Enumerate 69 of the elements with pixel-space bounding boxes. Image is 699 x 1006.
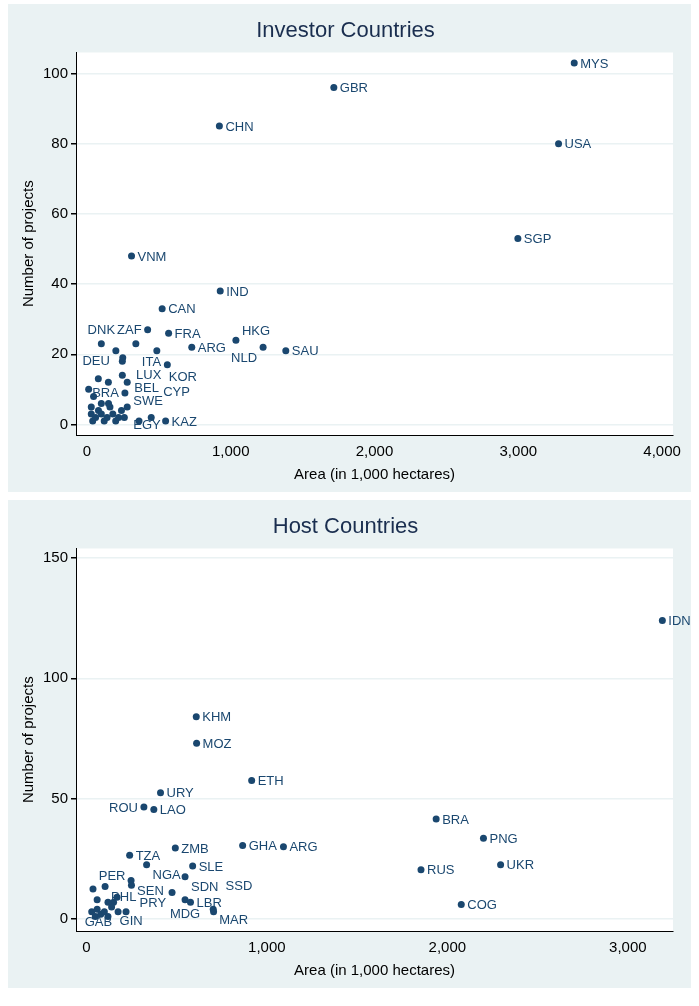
annotation: CYP — [163, 384, 190, 400]
annotation: URY — [166, 785, 195, 801]
annotation: NGA — [152, 867, 182, 883]
annotation: TZA — [135, 847, 161, 863]
y-tick-label: 80 — [51, 133, 69, 151]
annotation: MOZ — [202, 735, 232, 751]
annotation: GIN — [119, 912, 143, 928]
x-tick-label: 0 — [82, 442, 92, 460]
y-axis-title: Number of projects — [19, 676, 37, 804]
annotation: SDN — [191, 879, 219, 895]
annotation: GHA — [248, 838, 278, 854]
x-tick-label: 2,000 — [355, 442, 394, 460]
annotation: NLD — [231, 349, 258, 365]
x-tick-label: 1,000 — [248, 938, 286, 956]
annotation: SWE — [133, 392, 164, 408]
x-tick-label: 0 — [82, 938, 91, 956]
annotation: LAO — [159, 802, 186, 818]
annotation: SAU — [291, 343, 319, 359]
y-tick-label: 0 — [59, 909, 69, 927]
annotation: HKG — [241, 322, 271, 338]
annotation: CHN — [225, 118, 254, 134]
x-axis-title: Area (in 1,000 hectares) — [294, 465, 455, 483]
annotation: ROU — [109, 799, 138, 815]
x-tick-label: 1,000 — [211, 442, 250, 460]
annotation: ETH — [257, 773, 284, 789]
x-tick-label: 4,000 — [643, 442, 681, 460]
annotation: RUS — [427, 862, 455, 878]
annotation: USA — [564, 136, 592, 152]
x-tick-label: 3,000 — [499, 442, 538, 460]
annotation: ARG — [289, 839, 318, 855]
annotation: KAZ — [171, 413, 197, 429]
annotation: VNM — [137, 248, 167, 264]
annotation: UKR — [506, 857, 535, 873]
annotation: COG — [467, 897, 497, 913]
annotation: SGP — [523, 231, 552, 247]
annotation: PNG — [489, 830, 518, 846]
annotation: FRA — [174, 325, 201, 341]
y-tick-label: 150 — [43, 548, 69, 566]
y-axis-title: Number of projects — [19, 180, 37, 308]
annotation: CAN — [168, 301, 196, 317]
annotation: SSD — [225, 878, 253, 894]
annotation: KOR — [168, 369, 197, 385]
annotation: ARG — [197, 339, 226, 355]
annotation: MAR — [219, 911, 249, 927]
y-tick-label: 20 — [51, 344, 69, 362]
annotation: KHM — [202, 709, 232, 725]
y-tick-label: 0 — [59, 414, 69, 432]
chart-title: Host Countries — [272, 513, 419, 539]
annotation: IND — [226, 283, 249, 299]
annotation: ZMB — [181, 840, 209, 856]
annotation: PER — [98, 867, 126, 883]
chart-title: Investor Countries — [256, 17, 435, 43]
annotation: BRA — [442, 811, 470, 827]
annotation: IDN — [668, 613, 691, 629]
y-tick-label: 100 — [43, 63, 69, 81]
annotation: DEU — [82, 353, 110, 369]
annotation: MYS — [580, 55, 609, 71]
annotation: GBR — [339, 80, 368, 96]
x-axis-title: Area (in 1,000 hectares) — [294, 961, 455, 979]
annotation: SLE — [198, 858, 224, 874]
x-tick-label: 2,000 — [428, 938, 467, 956]
y-tick-label: 60 — [51, 204, 69, 221]
y-tick-label: 40 — [51, 274, 69, 292]
y-tick-label: 100 — [43, 668, 69, 686]
x-tick-label: 3,000 — [609, 938, 647, 956]
annotation: DNK — [87, 322, 116, 338]
annotation: ITA — [141, 354, 162, 370]
y-tick-label: 50 — [51, 788, 69, 806]
annotation: ZAF — [117, 322, 142, 338]
